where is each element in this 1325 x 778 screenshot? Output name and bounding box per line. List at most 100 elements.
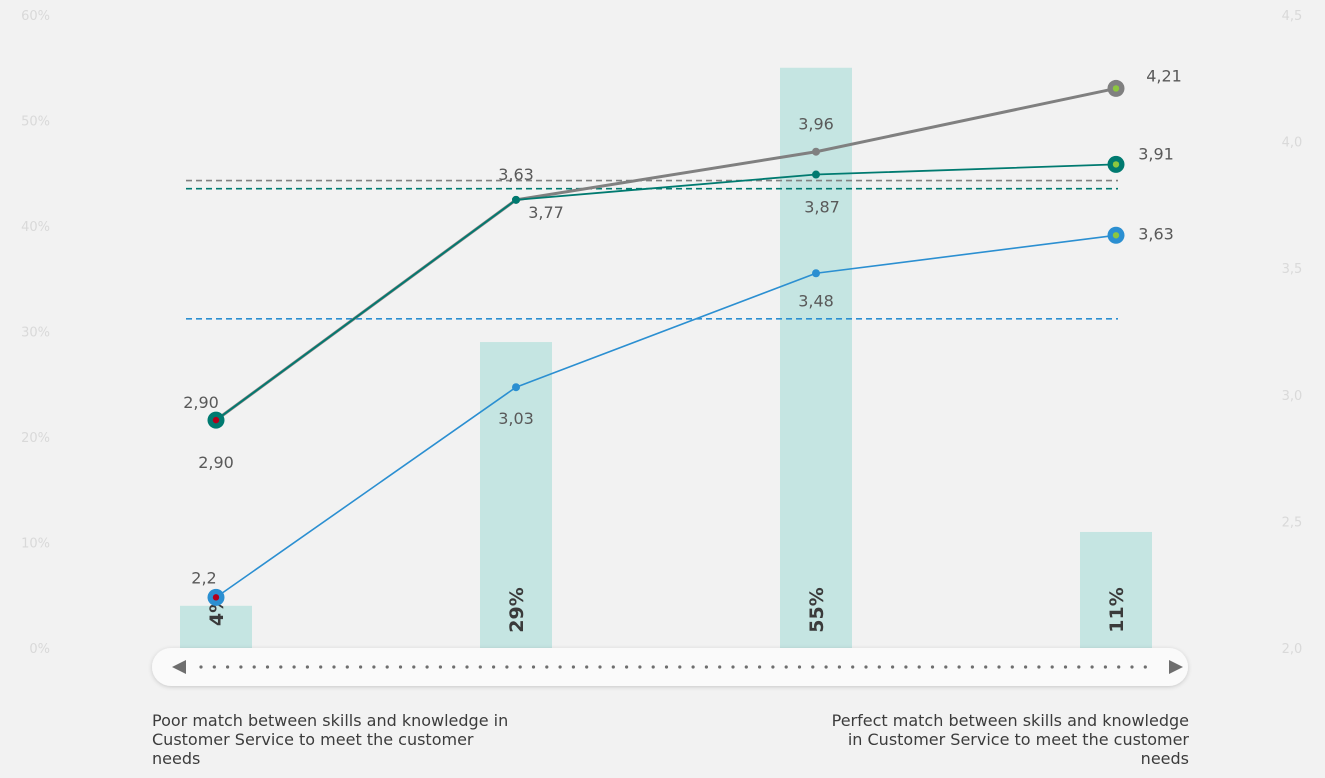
scale-dot	[877, 665, 881, 669]
scale-dot	[984, 665, 988, 669]
bar-series	[180, 67, 1152, 648]
line-series	[214, 86, 1118, 599]
scale-dot	[651, 665, 655, 669]
scale-dot	[372, 665, 376, 669]
scale-dot	[1024, 665, 1028, 669]
point-value-label: 3,87	[804, 198, 840, 217]
point-value-label: 2,2	[191, 568, 216, 587]
scale-dot	[558, 665, 562, 669]
scale-dot	[292, 665, 296, 669]
left-tick-label: 40%	[21, 220, 50, 235]
left-tick-label: 50%	[21, 115, 50, 130]
right-tick-label: 3,0	[1282, 389, 1303, 404]
series-line	[215, 234, 1117, 599]
left-tick-label: 20%	[21, 431, 50, 446]
scale-dot	[1010, 665, 1014, 669]
scale-dot	[625, 665, 629, 669]
left-tick-label: 30%	[21, 326, 50, 341]
scale-dot	[758, 665, 762, 669]
scale-bar	[152, 648, 1188, 686]
left-tick-label: 10%	[21, 537, 50, 552]
scale-dot	[718, 665, 722, 669]
scale-dot	[385, 665, 389, 669]
scale-arrow-right	[1169, 660, 1183, 674]
scale-dot	[704, 665, 709, 669]
scale-dot	[957, 665, 961, 669]
scale-dot	[505, 665, 509, 669]
point-value-label: 3,63	[1138, 224, 1174, 243]
scale-dot	[1090, 665, 1094, 669]
scale-dot	[265, 665, 270, 669]
scale-dot	[545, 665, 549, 669]
scale-dot	[1077, 665, 1081, 669]
scale-track	[152, 648, 1188, 686]
scale-dot	[531, 665, 536, 669]
scale-arrow-left	[172, 660, 186, 674]
scale-dot	[1063, 665, 1068, 669]
scale-dot	[212, 665, 216, 669]
bar	[480, 342, 552, 648]
scale-dot	[425, 665, 429, 669]
bar	[780, 67, 852, 648]
scale-dot	[345, 665, 349, 669]
line-points	[207, 79, 1125, 606]
scale-dot	[1117, 665, 1121, 669]
line-point	[812, 269, 820, 278]
bar-value-label: 29%	[506, 587, 528, 632]
scale-dot	[332, 665, 336, 669]
line-point	[512, 195, 520, 204]
scale-dot	[585, 665, 589, 669]
scale-dot	[771, 665, 775, 669]
line-point	[512, 383, 520, 392]
scale-dot	[199, 665, 203, 669]
scale-dot	[638, 665, 642, 669]
line-point-inner	[212, 594, 220, 601]
series-line	[215, 163, 1117, 422]
point-value-label: 4,21	[1146, 66, 1182, 85]
scale-dot	[305, 665, 309, 669]
scale-dot	[571, 665, 576, 669]
line-point-inner	[212, 416, 220, 424]
scale-dot	[797, 665, 802, 669]
scale-dot	[252, 665, 256, 669]
point-value-label: 2,90	[183, 393, 219, 412]
scale-dot	[997, 665, 1001, 669]
right-axis-ticks: 2,0 2,5 3,0 3,5 4,0 4,5	[1282, 9, 1303, 657]
series-line	[214, 86, 1118, 422]
bar-value-label: 11%	[1106, 587, 1128, 632]
right-tick-label: 3,5	[1282, 262, 1303, 277]
axis-caption-left: Poor match between skills and knowledge …	[152, 711, 509, 768]
scale-dot	[518, 665, 522, 669]
right-tick-label: 4,0	[1282, 136, 1303, 151]
scale-dot	[664, 665, 669, 669]
average-lines	[186, 179, 1118, 320]
scale-dot	[438, 665, 442, 669]
scale-dot	[691, 665, 695, 669]
bar-value-label: 55%	[806, 587, 828, 632]
scale-dot	[811, 665, 815, 669]
scale-dot	[970, 665, 975, 669]
point-value-label: 2,90	[198, 453, 234, 472]
scale-dot	[1050, 665, 1054, 669]
scale-dot	[492, 665, 496, 669]
scale-dot	[226, 665, 230, 669]
left-tick-label: 60%	[21, 9, 50, 24]
scale-dot	[784, 665, 788, 669]
scale-dot	[891, 665, 895, 669]
scale-dot	[478, 665, 482, 669]
point-value-label: 3,63	[498, 165, 534, 184]
point-value-label: 3,77	[528, 203, 564, 222]
scale-dot	[904, 665, 908, 669]
scale-dot	[1037, 665, 1041, 669]
scale-dot	[731, 665, 735, 669]
scale-dot	[319, 665, 323, 669]
scale-dot	[1143, 665, 1147, 669]
line-point-inner	[1112, 85, 1120, 92]
scale-dot	[744, 665, 748, 669]
scale-dot	[611, 665, 615, 669]
scale-dot	[359, 665, 363, 669]
line-point-inner	[1112, 161, 1120, 168]
line-point	[812, 170, 820, 179]
